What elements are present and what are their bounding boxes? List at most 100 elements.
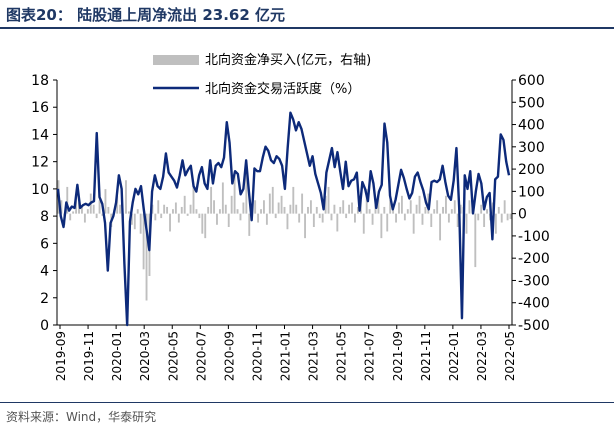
axes: 0 2 4 6 8 10 12 14 16 18 -500 -400 -300 -200 -100 0 100 2… xyxy=(31,73,550,381)
y-right-tick-label: 0 xyxy=(518,207,527,223)
bar xyxy=(494,213,497,234)
bar xyxy=(233,173,236,214)
bar xyxy=(433,209,436,214)
bar xyxy=(81,206,83,214)
bar xyxy=(142,213,145,270)
x-tick-label: 2021-03 xyxy=(307,331,321,381)
bar xyxy=(242,202,245,214)
y-right-tick-label: -200 xyxy=(518,251,550,267)
bar xyxy=(377,195,380,214)
bar xyxy=(172,209,174,214)
legend-swatch-bar xyxy=(153,55,199,65)
bar xyxy=(139,213,142,234)
bar xyxy=(430,213,433,227)
bar xyxy=(403,213,406,221)
bar xyxy=(136,209,139,214)
bar xyxy=(483,213,486,227)
bar xyxy=(174,202,177,214)
bar xyxy=(145,213,148,301)
bar xyxy=(274,213,277,219)
bar xyxy=(213,200,215,214)
bar xyxy=(60,200,63,214)
bar xyxy=(409,200,412,214)
bar xyxy=(236,209,239,214)
bar xyxy=(456,213,459,227)
y-right-tick-label: -300 xyxy=(518,273,550,289)
activity-line xyxy=(56,111,511,327)
bar xyxy=(277,202,280,214)
bar xyxy=(257,213,260,223)
bar xyxy=(192,186,195,214)
bar xyxy=(424,206,427,214)
bar xyxy=(72,211,75,214)
bar xyxy=(468,200,471,214)
bar xyxy=(292,186,295,214)
bar xyxy=(83,213,86,223)
y-right-tick-label: -500 xyxy=(518,318,550,334)
bar xyxy=(286,213,289,230)
bar xyxy=(318,213,321,219)
bar xyxy=(447,213,450,223)
bar xyxy=(383,206,386,214)
bar xyxy=(342,200,345,214)
bar xyxy=(177,213,180,223)
bar xyxy=(398,202,400,214)
bar xyxy=(439,213,442,241)
y-left-tick-label: 0 xyxy=(40,318,49,334)
bar xyxy=(436,200,439,214)
bar xyxy=(345,213,348,219)
bar xyxy=(327,186,330,214)
bar xyxy=(356,206,359,214)
bar xyxy=(125,180,127,214)
bar xyxy=(477,213,480,221)
bar xyxy=(480,204,483,214)
line-series xyxy=(56,111,511,327)
bar xyxy=(324,195,327,214)
x-tick-label: 2021-09 xyxy=(391,331,405,381)
legend-label-line: 北向资金交易活跃度（%） xyxy=(205,81,360,97)
bar xyxy=(333,204,336,214)
y-left-tick-label: 12 xyxy=(31,155,49,171)
bar xyxy=(186,213,189,216)
bar xyxy=(500,213,503,223)
bar xyxy=(66,186,69,214)
bar xyxy=(198,213,201,219)
bar xyxy=(298,213,301,223)
bar xyxy=(330,213,333,221)
bar xyxy=(227,213,230,227)
bar xyxy=(218,209,221,214)
bar xyxy=(204,213,207,239)
bar xyxy=(465,213,468,234)
bar xyxy=(362,213,365,234)
bar xyxy=(392,209,395,214)
bar xyxy=(307,206,309,214)
bar xyxy=(245,169,248,214)
bar xyxy=(418,195,421,214)
bar xyxy=(104,189,107,214)
y-left-tick-label: 8 xyxy=(40,209,49,225)
bar xyxy=(283,206,286,214)
bar xyxy=(412,213,415,234)
bar xyxy=(453,200,456,214)
bar xyxy=(107,206,110,214)
legend-label-bar: 北向资金净买入(亿元，右轴) xyxy=(205,52,371,68)
bar xyxy=(474,213,477,268)
footer-rule xyxy=(0,402,614,403)
bar xyxy=(368,209,371,214)
bar xyxy=(210,186,213,214)
bar xyxy=(395,213,397,223)
bar xyxy=(442,206,444,214)
bar xyxy=(130,213,133,225)
bar xyxy=(119,204,122,214)
bar xyxy=(280,195,283,214)
y-left-tick-label: 10 xyxy=(31,182,49,198)
bar xyxy=(289,204,292,214)
x-tick-label: 2019-11 xyxy=(82,331,96,381)
bar xyxy=(154,213,157,221)
bar xyxy=(248,213,251,236)
legend: 北向资金净买入(亿元，右轴) 北向资金交易活跃度（%） xyxy=(153,52,371,97)
bar xyxy=(86,209,89,214)
bar xyxy=(133,213,136,230)
page-title: 图表20： 陆股通上周净流出 23.62 亿元 xyxy=(6,6,285,24)
